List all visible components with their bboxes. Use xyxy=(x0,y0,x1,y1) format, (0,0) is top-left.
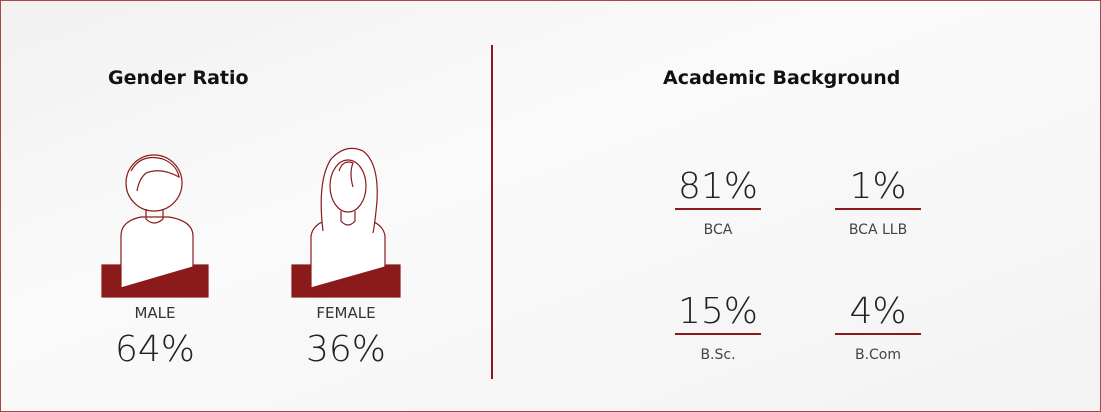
gender-value: 36% xyxy=(305,329,386,370)
stat-label: B.Com xyxy=(854,347,902,363)
stat: 4% B.Com xyxy=(818,291,938,363)
divider xyxy=(491,45,493,379)
section-title: Gender Ratio xyxy=(108,67,249,89)
gender-icons xyxy=(101,147,401,298)
gender-label: FEMALE xyxy=(316,304,376,322)
gender-value: 64% xyxy=(114,329,195,370)
underline xyxy=(675,333,761,335)
underline xyxy=(835,208,921,210)
stat: 81% BCA xyxy=(658,166,778,238)
stat-value: 4% xyxy=(849,291,907,332)
stat-label: B.Sc. xyxy=(700,347,736,363)
stat-value: 1% xyxy=(849,166,907,207)
stat-label: BCA LLB xyxy=(848,222,908,238)
section-title: Academic Background xyxy=(663,67,901,89)
stat-value: 81% xyxy=(677,166,758,207)
stat-label: BCA xyxy=(703,222,733,238)
stat-value: 15% xyxy=(677,291,758,332)
underline xyxy=(675,208,761,210)
stat: 15% B.Sc. xyxy=(658,291,778,363)
underline xyxy=(835,333,921,335)
stat: 1% BCA LLB xyxy=(818,166,938,238)
gender-label: MALE xyxy=(134,304,176,322)
